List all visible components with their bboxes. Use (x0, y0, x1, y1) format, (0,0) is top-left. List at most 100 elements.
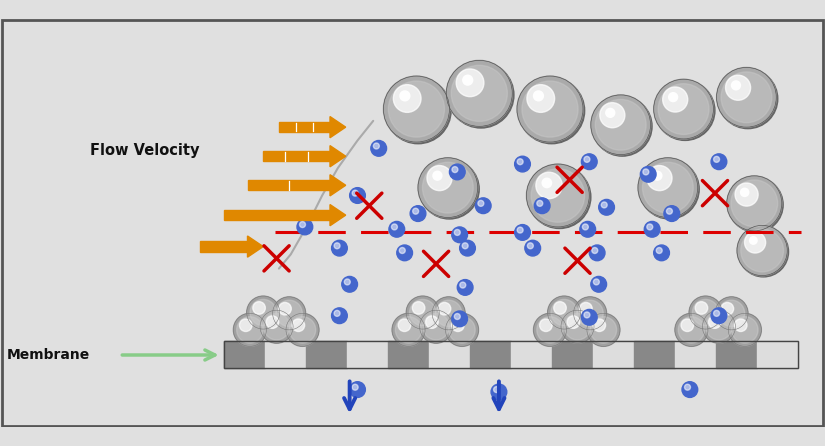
Circle shape (263, 314, 290, 340)
Circle shape (342, 277, 357, 292)
Circle shape (682, 382, 698, 397)
Polygon shape (330, 145, 346, 167)
Circle shape (475, 198, 491, 214)
Circle shape (352, 190, 358, 196)
Polygon shape (330, 116, 346, 138)
Bar (224, 341, 798, 368)
Circle shape (406, 296, 439, 329)
Bar (552, 341, 592, 368)
Circle shape (744, 232, 766, 253)
Circle shape (276, 300, 302, 326)
Circle shape (519, 78, 585, 144)
Circle shape (589, 245, 605, 261)
Circle shape (457, 280, 473, 295)
Circle shape (727, 176, 782, 231)
Circle shape (374, 143, 380, 149)
Circle shape (721, 302, 733, 315)
Circle shape (478, 200, 483, 206)
Circle shape (728, 177, 783, 232)
Circle shape (297, 219, 313, 235)
Circle shape (290, 317, 316, 343)
Circle shape (279, 302, 291, 315)
Circle shape (522, 81, 578, 137)
Bar (265, 341, 306, 368)
Circle shape (715, 297, 748, 330)
Circle shape (455, 314, 460, 319)
Circle shape (577, 300, 603, 326)
Circle shape (350, 188, 365, 203)
Bar (224, 341, 798, 368)
Circle shape (668, 93, 677, 102)
Circle shape (580, 302, 592, 315)
Circle shape (536, 172, 563, 198)
Circle shape (352, 384, 358, 390)
Circle shape (647, 224, 653, 230)
Circle shape (561, 310, 594, 343)
Circle shape (711, 154, 727, 169)
Circle shape (517, 159, 523, 165)
Circle shape (525, 240, 540, 256)
Circle shape (675, 314, 708, 347)
Circle shape (737, 225, 787, 276)
Circle shape (292, 319, 304, 331)
Circle shape (237, 317, 263, 343)
Circle shape (596, 99, 646, 150)
Circle shape (580, 221, 596, 237)
Circle shape (592, 96, 652, 156)
Circle shape (711, 308, 727, 323)
Circle shape (452, 311, 468, 327)
Circle shape (385, 78, 451, 144)
Circle shape (250, 299, 276, 326)
Circle shape (493, 387, 500, 392)
Bar (200, 241, 248, 252)
Circle shape (436, 300, 462, 326)
Circle shape (643, 169, 648, 175)
Circle shape (709, 316, 721, 328)
Bar (429, 341, 469, 368)
Circle shape (517, 76, 583, 142)
Circle shape (534, 91, 544, 101)
Circle shape (272, 297, 305, 330)
Circle shape (662, 87, 688, 112)
Circle shape (420, 310, 453, 343)
Circle shape (606, 108, 615, 117)
Circle shape (400, 91, 410, 101)
Circle shape (239, 319, 252, 331)
Circle shape (689, 296, 722, 329)
Circle shape (422, 162, 474, 213)
Circle shape (446, 60, 512, 126)
Circle shape (452, 167, 458, 173)
Circle shape (728, 314, 761, 347)
Circle shape (653, 245, 669, 261)
Circle shape (582, 224, 588, 230)
Circle shape (410, 206, 426, 221)
Circle shape (460, 282, 466, 288)
Circle shape (601, 202, 607, 208)
Circle shape (667, 208, 672, 214)
Circle shape (526, 164, 589, 227)
Circle shape (350, 382, 365, 397)
Circle shape (527, 243, 533, 249)
Circle shape (640, 166, 656, 182)
Circle shape (438, 302, 450, 315)
Circle shape (463, 75, 473, 85)
Circle shape (732, 317, 758, 343)
Circle shape (644, 221, 660, 237)
Circle shape (419, 159, 479, 219)
Circle shape (725, 75, 751, 100)
Bar (224, 341, 265, 368)
Circle shape (334, 310, 340, 316)
Circle shape (266, 316, 279, 328)
Circle shape (599, 199, 615, 215)
Circle shape (685, 384, 691, 390)
Bar (511, 341, 552, 368)
Circle shape (542, 178, 552, 188)
Polygon shape (330, 205, 346, 226)
Circle shape (332, 308, 347, 323)
Circle shape (564, 314, 591, 340)
Bar (757, 341, 798, 368)
Circle shape (515, 225, 530, 240)
Circle shape (286, 314, 319, 347)
Circle shape (418, 158, 478, 218)
Bar (634, 341, 675, 368)
